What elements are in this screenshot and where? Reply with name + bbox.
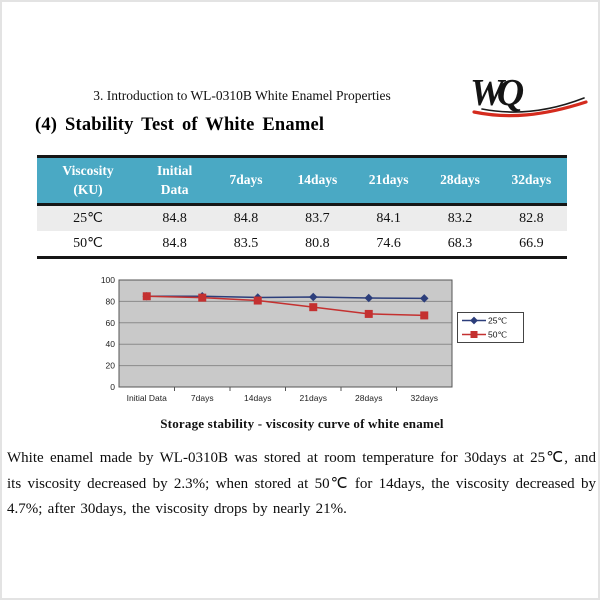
table-header: Viscosity (KU) Initial Data 7days 14days 21day… [37, 156, 567, 206]
table-cell: 84.8 [162, 235, 187, 251]
stability-table: Viscosity (KU) Initial Data 7days 14days 21day… [37, 155, 567, 259]
column-header: 21days [352, 156, 425, 206]
table-row: 50℃ 84.8 83.5 80.8 74.6 68.3 66.9 [37, 231, 567, 258]
data-point-diamond [420, 294, 429, 303]
table-cell: 80.8 [305, 235, 330, 251]
x-axis-label: 21days [300, 393, 327, 403]
data-point-square [470, 331, 478, 338]
section-title: (4) Stability Test of White Enamel [35, 115, 325, 135]
row-label: 25℃ [73, 211, 103, 226]
table-cell: 84.8 [233, 210, 259, 226]
legend-label: 25℃ [488, 316, 507, 326]
table-cell: 83.7 [305, 210, 330, 226]
data-point-square [253, 296, 262, 305]
x-axis-label: 28days [355, 393, 382, 403]
y-axis-label: 80 [106, 296, 116, 306]
table-cell: 68.3 [447, 235, 473, 251]
chart-caption: Storage stability - viscosity curve of w… [160, 416, 444, 431]
logo-red-swoosh [472, 100, 588, 118]
column-header: 7days [210, 156, 282, 206]
column-header: 28days [424, 156, 496, 206]
x-axis-label: 32days [411, 393, 438, 403]
column-header: Initial Data [139, 156, 211, 206]
series-line [146, 295, 425, 317]
data-point-square [198, 293, 207, 302]
data-point-square [309, 303, 318, 312]
table-cell: 83.2 [447, 210, 473, 226]
data-point-diamond [309, 292, 318, 302]
column-header: 32days [495, 156, 567, 206]
table-cell: 82.8 [519, 210, 544, 226]
table-cell: 66.9 [519, 235, 544, 251]
page-header-text: 3. Introduction to WL-0310B White Enamel… [93, 88, 391, 103]
row-label: 50℃ [73, 236, 103, 251]
data-point-square [142, 292, 151, 301]
table-cell: 84.1 [376, 210, 401, 226]
data-point-diamond [364, 293, 373, 303]
legend-label: 50℃ [488, 330, 507, 340]
logo-black-swoosh [481, 97, 585, 113]
y-axis-label: 100 [101, 275, 115, 285]
column-header: 14days [281, 156, 353, 206]
y-axis-label: 0 [110, 382, 115, 392]
chart-legend: 25℃50℃ [457, 312, 524, 343]
logo-text: WQ [470, 72, 524, 114]
data-point-square [364, 309, 373, 318]
x-axis-label: 7days [191, 393, 214, 403]
series-50℃ [142, 292, 429, 320]
data-point-square [420, 311, 429, 320]
x-axis-label: Initial Data [127, 393, 167, 403]
data-point-diamond [470, 316, 478, 325]
series-line [146, 295, 425, 300]
wq-logo-graphic: WQ [470, 72, 588, 118]
body-paragraph: White enamel made by WL-0310B was stored… [7, 450, 596, 517]
table-cell: 83.5 [233, 235, 259, 251]
y-axis-label: 40 [106, 339, 116, 349]
table-cell: 84.8 [162, 210, 187, 226]
company-logo: WQ [468, 72, 590, 120]
line-chart-canvas: 0 20 40 60 80 100 Initial Data 7days 14days 21day… [101, 275, 524, 403]
y-axis-label: 60 [106, 318, 116, 328]
table-cell: 74.6 [376, 235, 401, 251]
y-axis-label: 20 [106, 361, 116, 371]
x-axis-label: 14days [244, 393, 271, 403]
viscosity-chart: 0 20 40 60 80 100 Initial Data 7days 14days 21day… [94, 268, 534, 408]
column-header: Viscosity (KU) [37, 156, 139, 206]
table-row: 25℃ 84.8 84.8 83.7 84.1 83.2 82.8 [37, 204, 567, 231]
